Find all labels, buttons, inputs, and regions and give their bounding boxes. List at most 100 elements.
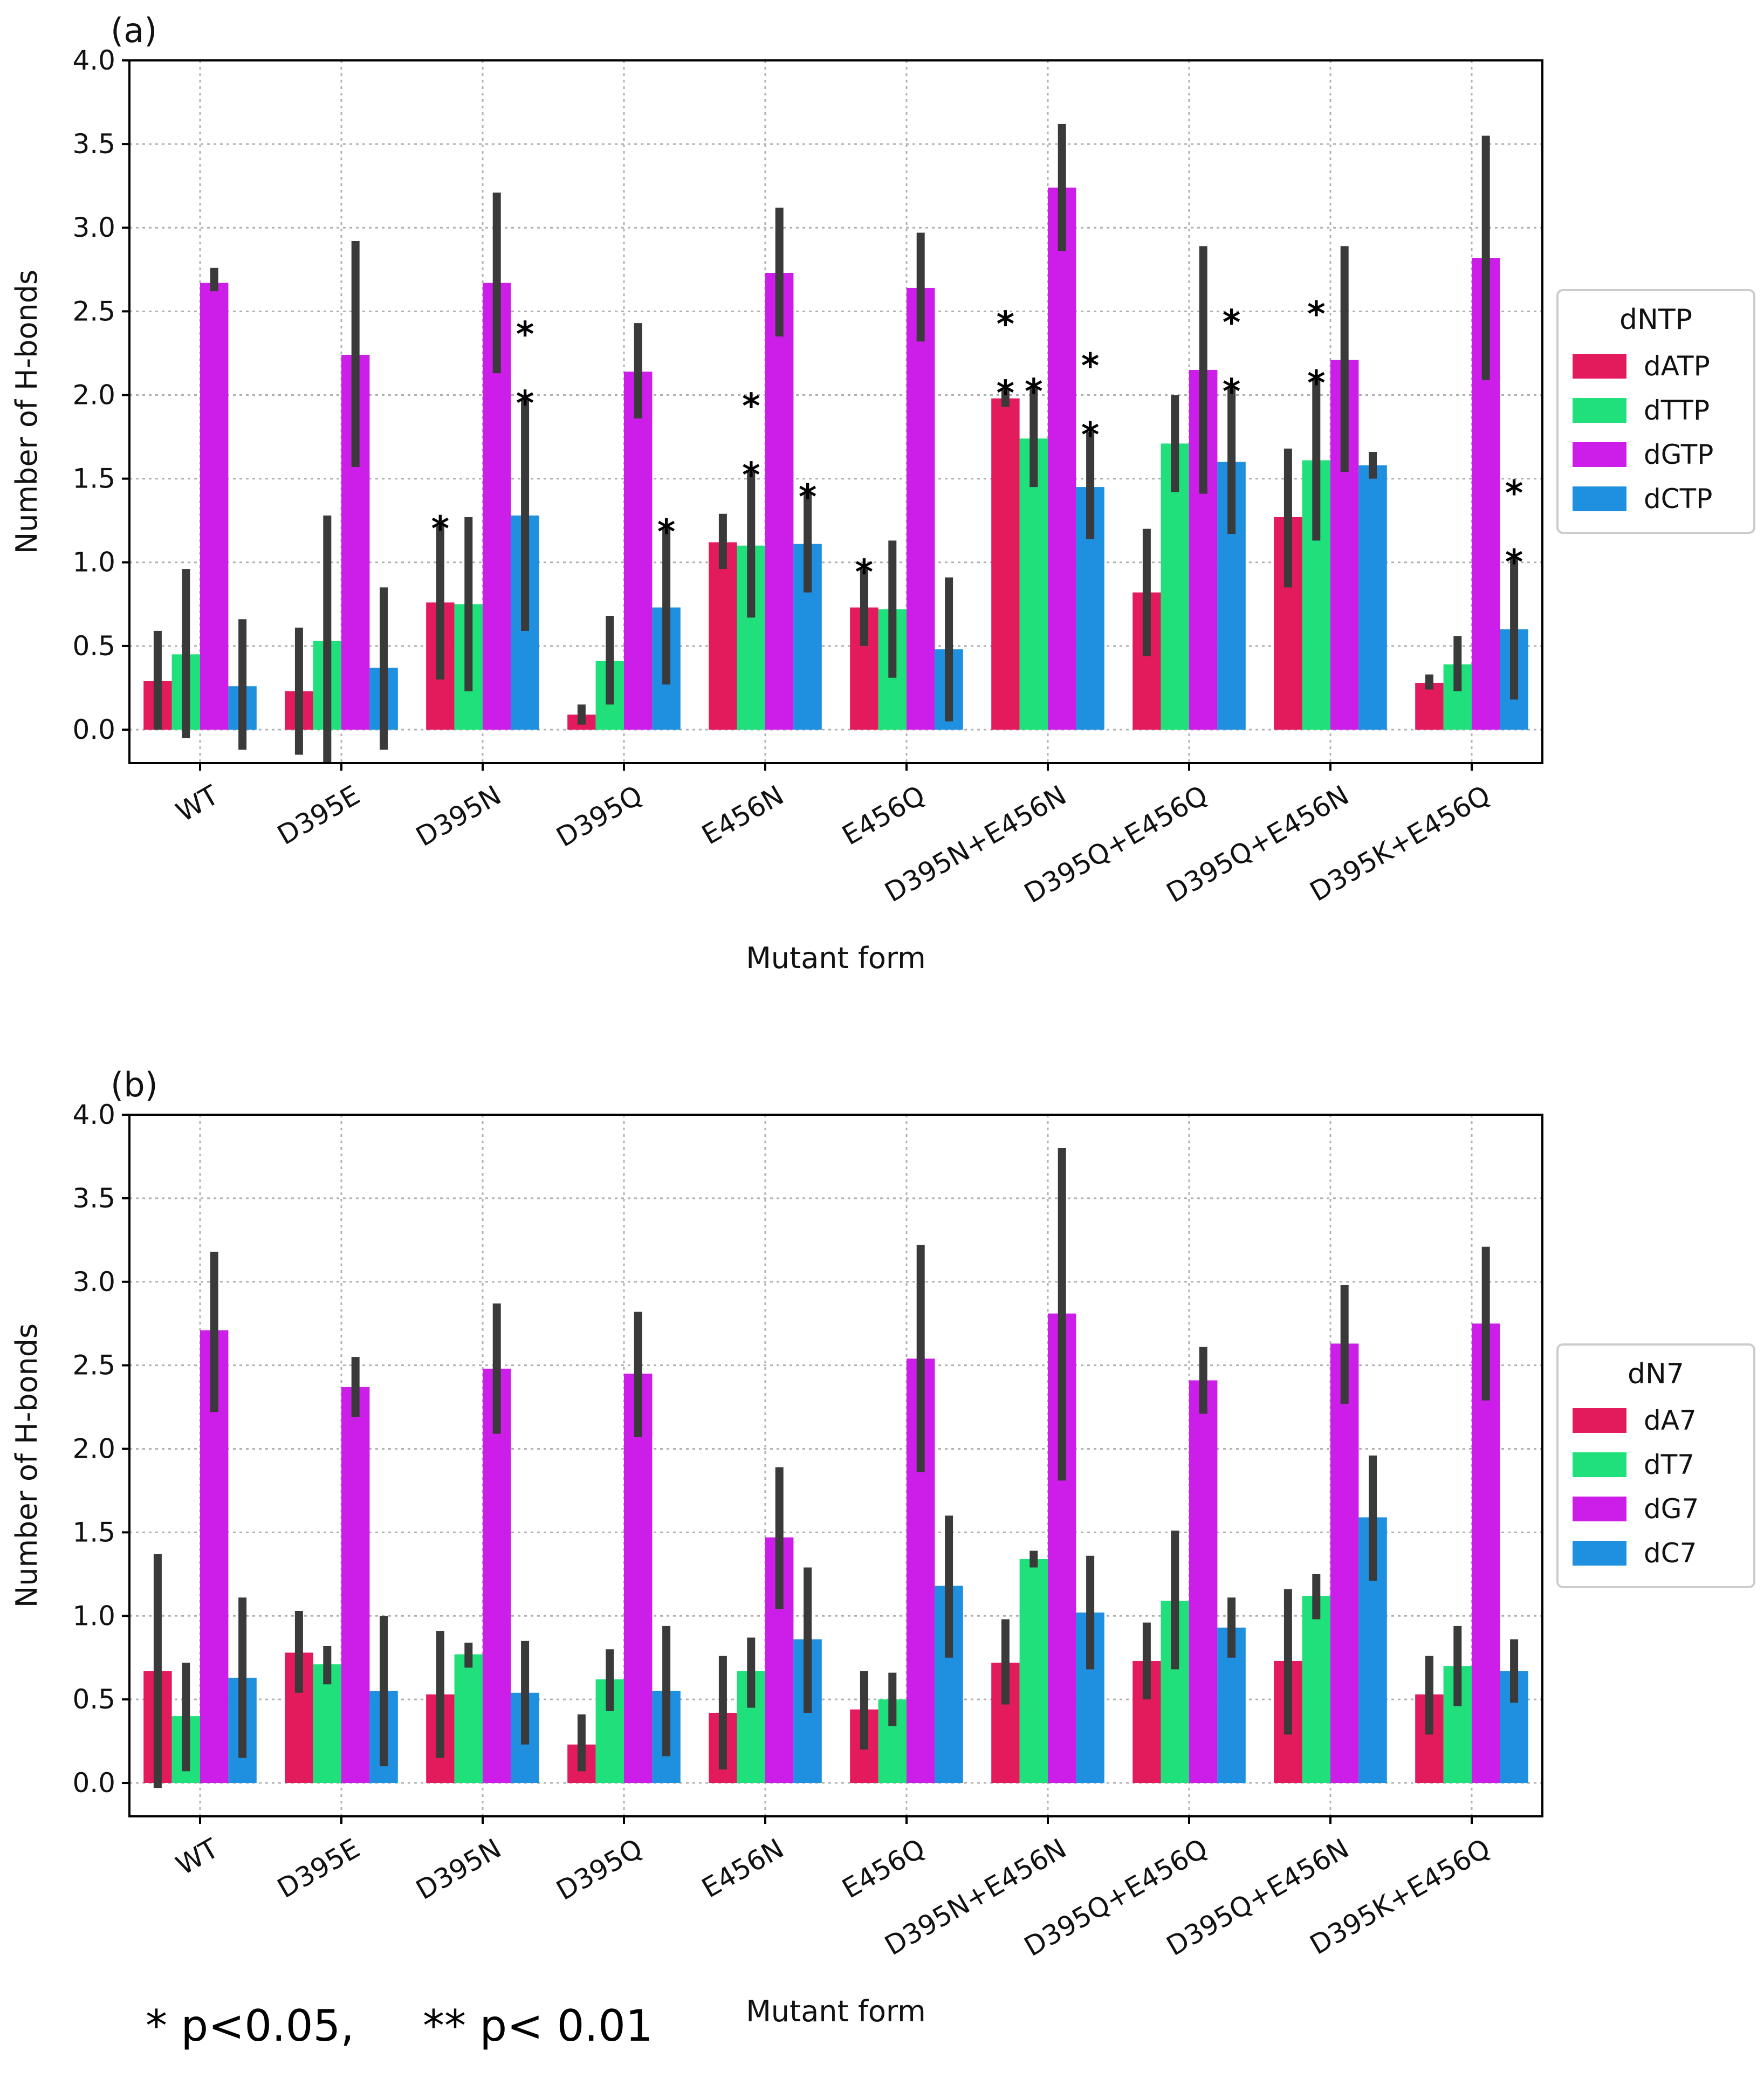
x-tick-label: D395Q — [551, 779, 648, 853]
legend-label-dCTP: dCTP — [1644, 483, 1712, 514]
significance-marker: * — [1223, 303, 1240, 343]
bar-dATP-D395N+E456N — [991, 398, 1020, 730]
legend-label-dTTP: dTTP — [1644, 395, 1710, 426]
bar-dGTP-D395Q — [624, 372, 653, 730]
significance-marker: * — [742, 387, 760, 427]
footnote: * p<0.05, ** p< 0.01 — [146, 2001, 653, 2051]
legend: dN7 dA7 dT7 dG7 dC7 — [1556, 1343, 1755, 1588]
significance-marker: * — [431, 509, 449, 549]
y-tick-label: 0.5 — [72, 1684, 115, 1715]
legend-swatch-dG7 — [1573, 1497, 1626, 1521]
y-tick-label: 3.0 — [72, 1266, 115, 1298]
axes-frame — [128, 59, 1543, 764]
y-tick-label: 4.0 — [72, 45, 115, 76]
x-tick-label: E456Q — [837, 779, 930, 851]
x-tick-label: E456N — [697, 779, 789, 850]
bar-dT7-D395Q+E456N — [1302, 1596, 1330, 1783]
legend-label-dC7: dC7 — [1644, 1538, 1697, 1569]
significance-marker: * — [516, 315, 534, 355]
chart-panel-a: * * * * * * * * * * * * * * * * * * * 0.0 0.5 1.0 1.5 2.0 2.5 3.0… — [10, 11, 1755, 975]
y-tick-label: 3.5 — [72, 128, 115, 160]
x-tick-label: WT — [171, 779, 224, 828]
significance-marker: * — [742, 456, 760, 496]
bar-dG7-D395E — [341, 1387, 370, 1783]
bar-dG7-D395Q — [624, 1374, 653, 1783]
significance-marker: * — [997, 305, 1014, 345]
legend-swatch-dT7 — [1573, 1452, 1626, 1477]
y-tick-label: 1.5 — [72, 1517, 115, 1548]
x-tick-label: D395E — [272, 779, 365, 851]
y-axis-title: Number of H-bonds — [10, 1323, 44, 1608]
y-tick-label: 1.0 — [72, 1600, 115, 1631]
bar-dTTP-D395N+E456N — [1019, 438, 1048, 730]
significance-marker: * — [1307, 295, 1325, 335]
legend-title: dNTP — [1619, 304, 1692, 336]
legend-swatch-dATP — [1573, 354, 1626, 379]
legend-label-dT7: dT7 — [1644, 1449, 1694, 1480]
y-tick-label: 0.0 — [72, 1767, 115, 1799]
significance-marker: * — [855, 553, 873, 593]
y-axis-title: Number of H-bonds — [10, 270, 44, 554]
significance-marker: * — [1307, 364, 1325, 404]
x-axis-title: Mutant form — [746, 1994, 926, 2028]
y-tick-label: 2.0 — [72, 379, 115, 410]
significance-marker: * — [1025, 372, 1042, 412]
significance-marker: * — [1223, 372, 1240, 412]
x-tick-label: WT — [171, 1833, 224, 1881]
y-tick-label: 2.0 — [72, 1433, 115, 1465]
significance-marker: * — [1081, 347, 1099, 387]
panel-label: (a) — [111, 11, 157, 50]
bar-dCTP-D395Q+E456N — [1358, 465, 1387, 730]
significance-marker: * — [1505, 543, 1523, 583]
x-tick-label: E456Q — [837, 1833, 930, 1904]
y-tick-label: 0.5 — [72, 630, 115, 662]
significance-marker: * — [997, 374, 1014, 414]
significance-marker: * — [516, 384, 534, 424]
bar-dG7-D395Q+E456Q — [1189, 1380, 1218, 1783]
legend: dNTP dATP dTTP dGTP dCTP — [1556, 289, 1755, 534]
x-axis-title: Mutant form — [746, 941, 926, 975]
legend-label-dGTP: dGTP — [1644, 439, 1713, 470]
legend-title: dN7 — [1628, 1358, 1684, 1390]
panel-label: (b) — [111, 1065, 158, 1104]
bar-dGTP-E456Q — [907, 287, 935, 730]
legend-label-dA7: dA7 — [1644, 1405, 1697, 1436]
legend-label-dG7: dG7 — [1644, 1493, 1699, 1525]
y-tick-label: 3.0 — [72, 212, 115, 243]
bar-dT7-D395N — [454, 1654, 483, 1783]
bar-dGTP-WT — [200, 283, 229, 730]
chart-panel-b: 0.0 0.5 1.0 1.5 2.0 2.5 3.0 3.5 4.0 WT D395E D395N D… — [10, 1065, 1755, 2028]
legend-swatch-dCTP — [1573, 486, 1626, 511]
y-tick-label: 2.5 — [72, 296, 115, 327]
y-tick-label: 2.5 — [72, 1350, 115, 1381]
x-tick-label: D395N — [411, 779, 506, 853]
legend-swatch-dGTP — [1573, 442, 1626, 467]
bar-dT7-D395N+E456N — [1019, 1559, 1048, 1783]
y-tick-label: 1.5 — [72, 463, 115, 495]
legend-swatch-dTTP — [1573, 398, 1626, 423]
axes-frame — [128, 1114, 1543, 1817]
legend-swatch-dA7 — [1573, 1408, 1626, 1433]
x-tick-label: D395Q — [551, 1833, 648, 1906]
bar-dGTP-E456N — [765, 273, 794, 730]
bar-dG7-D395N — [483, 1368, 511, 1783]
legend-box — [1556, 289, 1755, 534]
legend-label-dATP: dATP — [1644, 351, 1710, 382]
significance-marker: * — [657, 513, 675, 553]
significance-marker: * — [1505, 474, 1523, 514]
bar-dGTP-D395N+E456N — [1048, 187, 1076, 730]
legend-swatch-dC7 — [1573, 1541, 1626, 1566]
x-tick-label: E456N — [697, 1833, 789, 1904]
significance-marker: * — [1081, 416, 1099, 456]
bar-dG7-D395Q+E456N — [1330, 1343, 1359, 1783]
significance-marker: * — [799, 478, 816, 518]
x-tick-label: D395E — [272, 1833, 365, 1904]
y-tick-label: 1.0 — [72, 547, 115, 578]
bar-dATP-E456N — [709, 542, 737, 730]
x-tick-label: D395N — [411, 1833, 506, 1906]
legend-box — [1556, 1343, 1755, 1588]
y-tick-label: 0.0 — [72, 714, 115, 745]
bar-dATP-D395K+E456Q — [1415, 683, 1444, 730]
y-tick-label: 3.5 — [72, 1183, 115, 1214]
